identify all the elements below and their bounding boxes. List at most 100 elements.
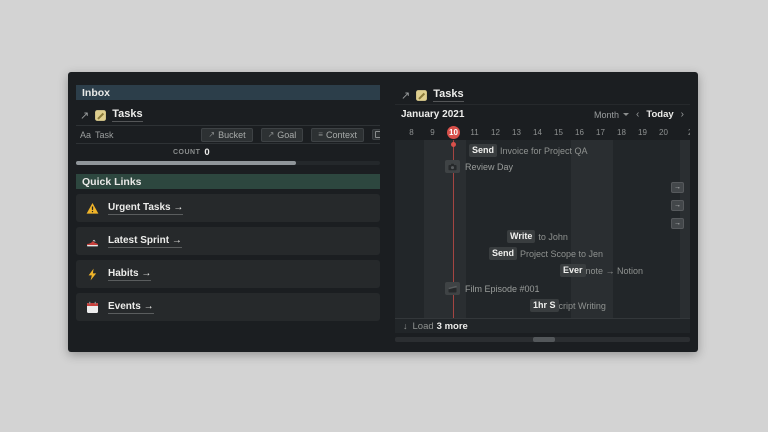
quick-links-header-label: Quick Links <box>82 175 142 188</box>
timeline-item-text: cript Writing <box>558 300 606 311</box>
timeline-item-write-to-john[interactable]: Write to John <box>507 230 568 243</box>
timeline-item-text: Project Scope to Jen <box>520 248 604 259</box>
quick-link-events[interactable]: Events → <box>76 293 380 321</box>
column-bucket-label: Bucket <box>218 129 246 140</box>
lightning-icon <box>88 268 97 280</box>
quick-link-label: Urgent Tasks → <box>108 202 184 215</box>
tasks-view-link[interactable]: Tasks <box>433 88 464 102</box>
date-cell-today[interactable]: 10 <box>443 124 464 140</box>
timeline-bar[interactable] <box>445 160 460 173</box>
jump-to-item-button[interactable]: → <box>671 218 684 229</box>
date-cell[interactable]: 20 <box>659 127 668 137</box>
tasks-view-link[interactable]: Tasks <box>112 108 143 122</box>
column-bucket[interactable]: ↗ Bucket <box>201 127 253 142</box>
timeline-bar[interactable]: 1hr S <box>530 299 559 312</box>
date-cell[interactable]: 12 <box>491 127 500 137</box>
date-cell[interactable]: 19 <box>638 127 647 137</box>
inbox-header-label: Inbox <box>82 86 110 99</box>
today-date-badge[interactable]: 10 <box>447 125 460 139</box>
view-mode-dropdown[interactable]: Month <box>594 110 630 120</box>
relation-icon: ↗ <box>208 130 216 139</box>
inbox-section-header: Inbox <box>76 85 380 100</box>
count-value: 0 <box>204 146 210 158</box>
open-in-full-icon[interactable]: ↗ <box>401 89 411 102</box>
date-cell[interactable]: 17 <box>596 127 605 137</box>
timeline-item-text: note → Notion <box>585 265 644 276</box>
timeline-dates-row: 8 9 10 11 12 13 14 15 16 17 18 19 20 21 <box>395 124 690 140</box>
jump-to-item-button[interactable]: → <box>671 200 684 211</box>
weekend-shading <box>571 140 613 318</box>
note-pencil-icon <box>416 89 428 101</box>
today-button[interactable]: Today <box>646 109 674 120</box>
column-task[interactable]: Aa Task <box>80 130 193 140</box>
today-marker-dot <box>451 142 456 147</box>
note-pencil-icon <box>95 109 107 121</box>
column-context[interactable]: ≡ Context <box>311 127 364 142</box>
timeline-bar[interactable]: Ever <box>560 264 586 277</box>
sneaker-icon <box>87 239 98 246</box>
clipped-column-icon <box>375 131 380 138</box>
quick-links-section-header: Quick Links <box>76 174 380 189</box>
timeline-canvas[interactable]: Send Invoice for Project QA Review Day →… <box>395 140 690 318</box>
timeline-item-text: Film Episode #001 <box>465 283 540 294</box>
jump-to-item-button[interactable]: → <box>671 182 684 193</box>
timeline-item-text: to John <box>538 231 568 242</box>
column-goal-label: Goal <box>277 129 297 140</box>
warning-icon <box>86 202 99 214</box>
column-context-label: Context <box>325 129 357 140</box>
column-goal[interactable]: ↗ Goal <box>260 127 304 142</box>
date-cell[interactable]: 16 <box>575 127 584 137</box>
column-partial[interactable] <box>372 129 380 140</box>
open-in-full-icon[interactable]: ↗ <box>80 109 90 122</box>
table-horizontal-scrollbar[interactable] <box>76 161 380 165</box>
count-label: COUNT <box>173 148 201 156</box>
timeline-item-evernote-notion[interactable]: Ever note → Notion <box>560 264 643 277</box>
timeline-item-send-scope[interactable]: Send Project Scope to Jen <box>489 247 603 260</box>
timeline-horizontal-scrollbar[interactable] <box>395 337 690 342</box>
quick-link-habits[interactable]: Habits → <box>76 260 380 288</box>
prev-period-button[interactable]: ‹ <box>636 109 640 120</box>
inbox-tasks-view-title: ↗ Tasks <box>76 105 380 125</box>
quick-link-latest-sprint[interactable]: Latest Sprint → <box>76 227 380 255</box>
clapper-icon <box>448 285 457 292</box>
date-cell[interactable]: 9 <box>430 127 435 137</box>
timeline-bar[interactable]: Write <box>507 230 536 243</box>
date-cell[interactable]: 15 <box>554 127 563 137</box>
timeline-bar[interactable]: Send <box>469 144 498 157</box>
timeline-item-text: Invoice for Project QA <box>500 145 588 156</box>
date-cell-clipped[interactable]: 21 <box>682 124 690 140</box>
scrollbar-thumb[interactable] <box>76 161 296 165</box>
left-panel: Inbox ↗ Tasks Aa Task ↗ Bucket ↗ Goal <box>76 72 380 352</box>
load-more-prefix: Load <box>412 320 434 332</box>
timeline-bar[interactable] <box>445 282 460 295</box>
column-task-label: Task <box>95 129 114 140</box>
timeline-toolbar: January 2021 Month ‹ Today › <box>395 104 690 124</box>
list-icon: ≡ <box>318 130 323 139</box>
date-cell[interactable]: 13 <box>512 127 521 137</box>
down-arrow-icon: ↓ <box>403 321 408 331</box>
timeline-item-film-episode[interactable]: Film Episode #001 <box>445 282 540 295</box>
title-property-icon: Aa <box>80 129 92 140</box>
scrollbar-thumb[interactable] <box>533 337 555 342</box>
timeline-item-script-writing[interactable]: 1hr S cript Writing <box>530 299 606 312</box>
timeline-period-label: January 2021 <box>401 109 465 120</box>
edge-shading <box>680 140 690 318</box>
timeline-item-review-day[interactable]: Review Day <box>445 160 513 173</box>
timeline-bar[interactable]: Send <box>489 247 518 260</box>
camera-icon <box>448 163 457 170</box>
table-count-row: COUNT 0 <box>76 144 380 160</box>
chevron-down-icon <box>623 113 630 116</box>
date-cell[interactable]: 11 <box>470 127 479 137</box>
date-cell[interactable]: 14 <box>533 127 542 137</box>
timeline-tasks-view-title: ↗ Tasks <box>395 86 690 104</box>
quick-link-label: Events → <box>108 301 154 314</box>
load-more-count: 3 more <box>436 320 468 332</box>
quick-link-urgent-tasks[interactable]: Urgent Tasks → <box>76 194 380 222</box>
date-cell[interactable]: 18 <box>617 127 626 137</box>
timeline-item-text: Review Day <box>465 161 514 172</box>
timeline-item-send-invoice[interactable]: Send Invoice for Project QA <box>469 144 588 157</box>
relation-icon: ↗ <box>267 130 275 139</box>
next-period-button[interactable]: › <box>680 109 684 120</box>
date-cell[interactable]: 8 <box>409 127 414 137</box>
load-more-row[interactable]: ↓ Load 3 more <box>395 318 690 333</box>
